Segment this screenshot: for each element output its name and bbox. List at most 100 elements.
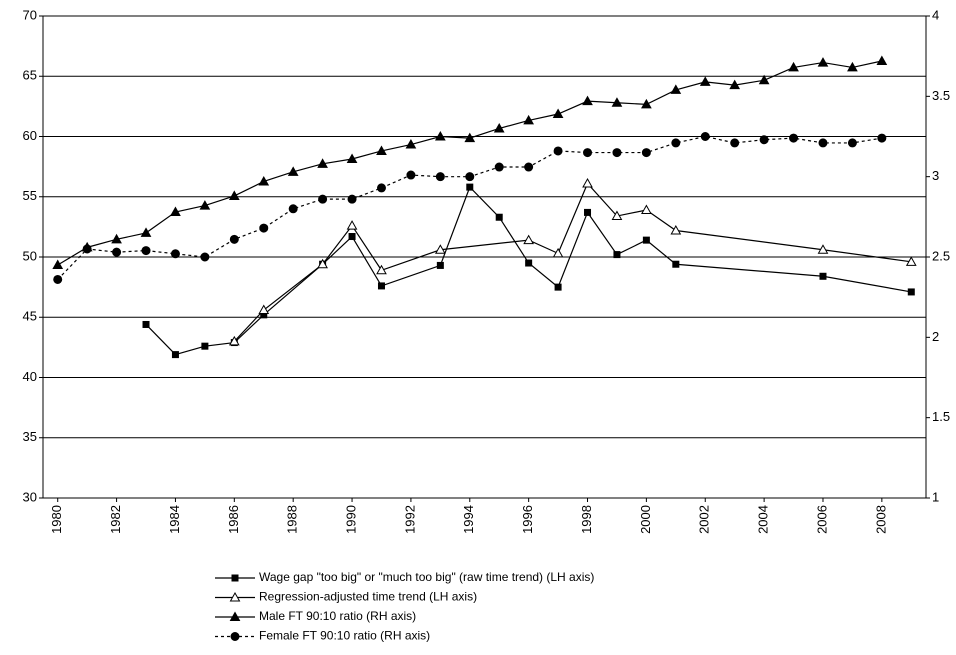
data-point (317, 258, 328, 269)
data-point (788, 61, 799, 72)
series-line (233, 182, 912, 342)
x-tick-label: 2000 (638, 505, 653, 534)
data-point (554, 283, 562, 291)
data-point (525, 259, 533, 267)
y-tick-label: 45 (23, 309, 37, 324)
data-point (318, 194, 328, 204)
data-point (552, 247, 564, 258)
data-point (170, 206, 181, 217)
data-point (641, 148, 651, 158)
legend-label: Male FT 90:10 ratio (RH axis) (259, 609, 416, 623)
data-point (553, 146, 563, 156)
y2-tick-label: 1 (932, 489, 939, 504)
y-tick-label: 35 (23, 429, 37, 444)
data-point (905, 256, 917, 266)
data-point (493, 122, 505, 133)
data-point (582, 177, 593, 188)
data-point (434, 244, 446, 254)
data-point (584, 208, 592, 216)
x-tick-label: 1980 (49, 505, 64, 534)
data-point (582, 95, 593, 106)
y-tick-label: 55 (23, 188, 37, 203)
data-point (758, 74, 770, 85)
data-point (817, 57, 829, 67)
data-point (670, 224, 682, 235)
data-point (258, 175, 270, 186)
data-point (671, 138, 681, 148)
data-point (495, 213, 503, 221)
data-point (348, 233, 356, 241)
data-point (82, 244, 92, 254)
series-line (145, 186, 912, 356)
y-tick-label: 65 (23, 68, 37, 83)
data-point (376, 183, 386, 193)
x-tick-label: 1988 (285, 505, 300, 534)
data-point (641, 98, 652, 109)
data-point (346, 220, 358, 230)
data-point (907, 288, 915, 296)
legend-label: Regression-adjusted time trend (LH axis) (259, 590, 477, 604)
data-point (466, 183, 474, 191)
y2-tick-label: 2 (932, 329, 939, 344)
data-point (171, 351, 179, 359)
data-point (259, 223, 269, 233)
data-point (229, 234, 239, 244)
data-point (819, 272, 827, 280)
data-point (494, 162, 504, 172)
y-tick-label: 60 (23, 128, 37, 143)
data-point (111, 233, 122, 244)
data-point (523, 114, 535, 125)
x-tick-label: 1990 (343, 505, 358, 534)
data-point (405, 139, 417, 149)
data-point (53, 274, 63, 284)
data-point (376, 145, 387, 155)
data-point (729, 79, 741, 90)
series-line (57, 60, 882, 266)
data-point (523, 234, 535, 245)
legend-label: Female FT 90:10 ratio (RH axis) (259, 629, 430, 643)
y2-tick-label: 1.5 (932, 409, 950, 424)
data-point (672, 260, 680, 268)
data-point (877, 133, 887, 143)
legend-marker (229, 591, 241, 602)
data-point (288, 204, 298, 214)
data-point (818, 138, 828, 148)
y2-tick-label: 3 (932, 168, 939, 183)
data-point (611, 210, 623, 221)
data-point (346, 153, 358, 163)
data-point (228, 190, 240, 200)
data-point (759, 135, 769, 145)
data-point (199, 200, 211, 210)
legend-marker (231, 574, 239, 582)
data-point (436, 261, 444, 269)
data-point (583, 148, 593, 158)
data-point (140, 227, 152, 237)
data-point (258, 304, 270, 315)
data-point (612, 148, 622, 158)
data-point (613, 251, 621, 259)
data-point (287, 166, 299, 176)
data-point (228, 335, 240, 346)
data-point (464, 132, 476, 143)
data-point (641, 204, 652, 215)
data-point (376, 264, 387, 275)
data-point (524, 162, 534, 172)
x-tick-label: 1996 (520, 505, 535, 534)
series-line (57, 135, 882, 280)
y-tick-label: 40 (23, 369, 37, 384)
y2-tick-label: 2.5 (932, 248, 950, 263)
data-point (377, 282, 385, 290)
data-point (52, 259, 64, 270)
data-point (817, 244, 829, 254)
data-point (730, 138, 740, 148)
y-tick-label: 50 (23, 248, 37, 263)
data-point (611, 97, 623, 107)
data-point (789, 133, 799, 143)
data-point (317, 158, 328, 168)
x-tick-label: 2006 (814, 505, 829, 534)
data-point (670, 84, 682, 94)
y-tick-label: 70 (23, 7, 37, 22)
data-point (141, 246, 151, 256)
data-point (347, 194, 357, 204)
data-point (700, 132, 710, 141)
